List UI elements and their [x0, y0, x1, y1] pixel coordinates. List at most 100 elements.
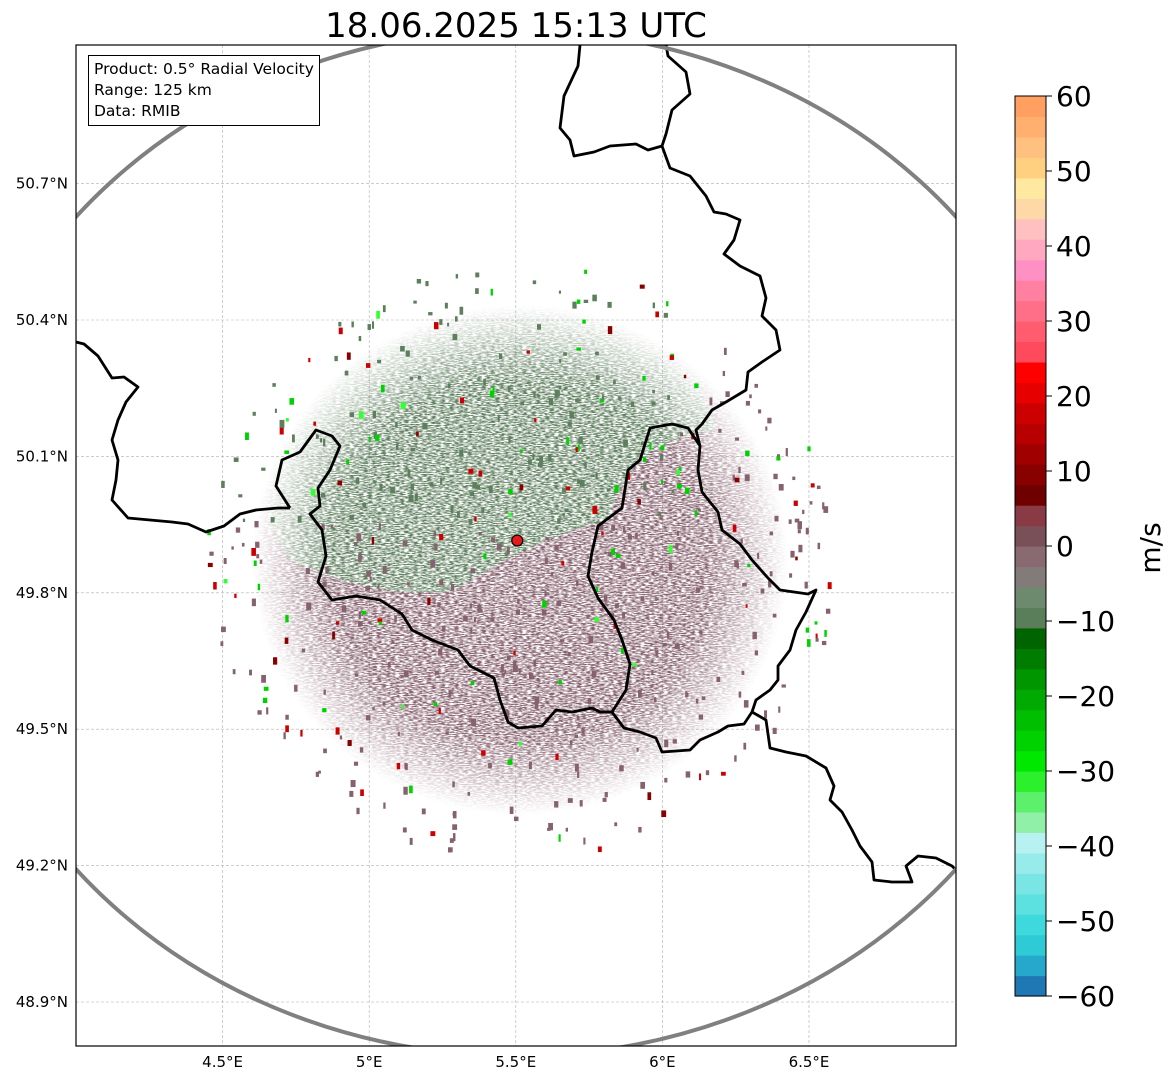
echo-pixel	[584, 462, 587, 469]
echo-pixel	[548, 398, 554, 406]
border-germany-east	[558, 45, 782, 447]
echo-pixel	[675, 542, 679, 550]
echo-pixel	[368, 437, 371, 441]
echo-pixel	[642, 375, 646, 381]
echo-pixel	[452, 812, 457, 816]
echo-pixel	[815, 633, 818, 639]
echo-pixel	[579, 479, 585, 487]
colorbar-segment	[1015, 198, 1046, 220]
plot-frame	[75, 44, 957, 1047]
colorbar-segment	[1015, 852, 1046, 874]
echo-pixel	[582, 319, 586, 324]
echo-pixel	[758, 409, 762, 414]
echo-pixel	[607, 326, 613, 335]
echo-pixel	[285, 725, 289, 733]
echo-pixel	[558, 290, 562, 294]
echo-pixel	[499, 353, 503, 360]
colorbar-segment	[1015, 709, 1046, 731]
echo-pixel	[452, 833, 456, 842]
echo-pixel	[623, 439, 628, 447]
echo-pixel	[301, 648, 306, 653]
echo-pixel	[274, 408, 277, 413]
y-tick-label: 49.2°N	[16, 857, 68, 875]
colorbar-tick-label: 60	[1056, 80, 1092, 113]
echo-pixel	[455, 274, 459, 279]
echo-pixel	[439, 319, 443, 325]
echo-pixel	[663, 312, 668, 318]
echo-pixel	[469, 603, 472, 609]
echo-pixel	[375, 434, 380, 441]
echo-pixel	[284, 637, 289, 644]
echo-pixel	[417, 375, 421, 380]
echo-pixel	[802, 509, 805, 515]
echo-pixel	[481, 507, 485, 514]
echo-pixel	[754, 383, 759, 388]
echo-pixel	[622, 611, 626, 619]
echo-pixel	[383, 802, 386, 809]
echo-pixel	[339, 735, 343, 740]
echo-pixel	[534, 418, 537, 423]
echo-pixel	[475, 272, 480, 278]
echo-pixel	[353, 761, 359, 766]
echo-pixel	[810, 483, 815, 488]
colorbar-segment	[1015, 402, 1046, 424]
echo-pixel	[695, 587, 701, 592]
echo-pixel	[743, 700, 749, 708]
echo-pixel	[567, 421, 572, 427]
echo-pixel	[361, 610, 367, 615]
echo-pixel	[252, 411, 256, 416]
echo-pixel	[470, 568, 476, 574]
echo-pixel	[578, 436, 583, 444]
info-range: Range: 125 km	[94, 81, 212, 99]
echo-pixel	[694, 383, 699, 389]
echo-pixel	[509, 806, 514, 815]
echo-pixel	[414, 493, 418, 502]
echo-pixel	[242, 518, 246, 523]
echo-pixel	[620, 562, 626, 569]
echo-pixel	[533, 659, 537, 667]
echo-pixel	[765, 426, 768, 431]
echo-pixel	[410, 447, 416, 451]
echo-pixel	[660, 453, 664, 461]
echo-pixel	[652, 389, 655, 394]
echo-pixel	[576, 347, 581, 351]
echo-pixel	[764, 710, 768, 719]
colorbar-segment	[1015, 96, 1046, 118]
echo-pixel	[358, 611, 362, 618]
info-box: Product: 0.5° Radial Velocity Range: 125…	[88, 55, 320, 126]
colorbar-tick-label: 40	[1056, 230, 1092, 263]
echo-pixel	[358, 335, 362, 342]
echo-pixel	[817, 542, 821, 550]
echo-pixel	[402, 827, 407, 833]
echo-pixel	[305, 568, 310, 575]
echo-pixel	[254, 520, 259, 528]
echo-pixel	[754, 650, 759, 656]
echo-pixel	[323, 438, 326, 447]
echo-pixel	[517, 598, 520, 604]
echo-pixel	[676, 530, 680, 536]
echo-pixel	[367, 324, 371, 330]
echo-pixel	[555, 753, 559, 761]
echo-pixel	[396, 762, 401, 770]
echo-pixel	[234, 593, 237, 599]
echo-pixel	[701, 696, 706, 700]
echo-pixel	[371, 321, 375, 329]
echo-pixel	[513, 650, 516, 656]
echo-pixel	[657, 512, 662, 517]
echo-pixel	[697, 508, 701, 512]
echo-pixel	[614, 603, 619, 609]
echo-pixel	[772, 613, 777, 618]
echo-pixel	[788, 519, 792, 524]
echo-pixel	[497, 414, 500, 422]
echo-pixel	[421, 808, 426, 815]
echo-pixel	[313, 421, 317, 426]
echo-pixel	[823, 506, 829, 513]
echo-pixel	[369, 576, 372, 582]
radar-site-marker[interactable]	[511, 534, 524, 547]
echo-pixel	[760, 588, 765, 594]
echo-pixel	[454, 316, 458, 322]
echo-pixel	[781, 684, 786, 688]
echo-pixel	[638, 826, 642, 833]
echo-pixel	[598, 522, 604, 530]
